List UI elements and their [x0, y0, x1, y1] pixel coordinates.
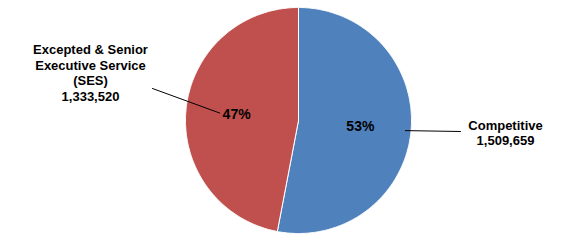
svg-text:53%: 53% [346, 118, 375, 134]
svg-text:Excepted & SeniorExecutive Ser: Excepted & SeniorExecutive Service(SES)1… [33, 42, 148, 104]
svg-text:Competitive1,509,659: Competitive1,509,659 [468, 118, 542, 149]
svg-text:47%: 47% [223, 106, 252, 122]
